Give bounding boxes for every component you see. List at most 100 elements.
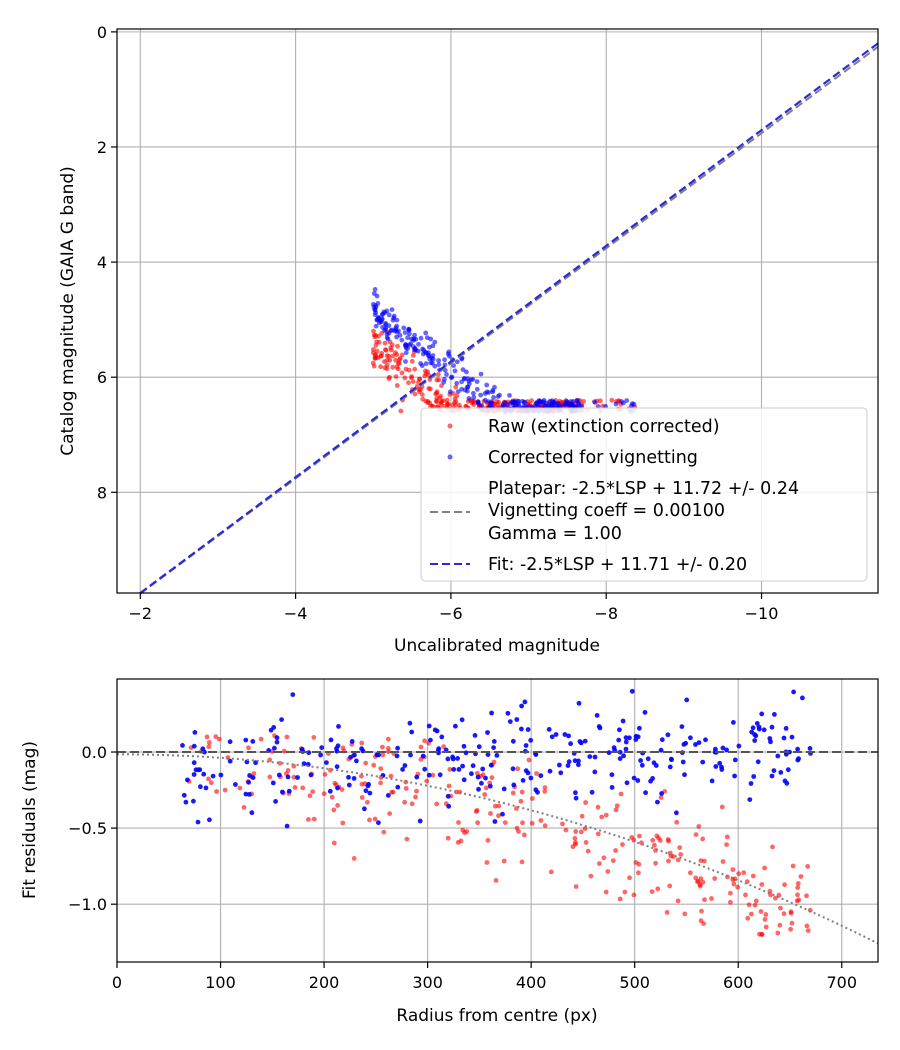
corrected-residual-point: [665, 732, 671, 738]
corrected-residual-point: [414, 774, 420, 780]
corrected-residual-point: [638, 758, 643, 763]
raw-residual-point: [214, 789, 220, 794]
corrected-residual-point: [775, 753, 781, 759]
raw-residual-point: [758, 909, 764, 914]
corrected-point: [407, 331, 412, 337]
raw-residual-point: [804, 893, 809, 899]
corrected-residual-point: [572, 758, 578, 764]
raw-residual-point: [724, 842, 729, 847]
corrected-point: [430, 353, 436, 358]
corrected-residual-point: [731, 720, 736, 725]
raw-point: [371, 363, 377, 369]
corrected-residual-point: [394, 753, 400, 759]
raw-residual-point: [666, 858, 671, 864]
corrected-residual-point: [195, 767, 201, 773]
corrected-residual-point: [549, 734, 555, 740]
corrected-residual-point: [351, 776, 357, 781]
raw-residual-point: [204, 734, 210, 740]
corrected-point: [419, 363, 425, 369]
raw-residual-point: [572, 836, 578, 841]
corrected-residual-point: [461, 743, 467, 749]
raw-point: [371, 347, 376, 352]
corrected-residual-point: [761, 727, 767, 733]
raw-point: [416, 379, 421, 385]
raw-residual-point: [736, 871, 742, 877]
corrected-residual-point: [352, 752, 357, 758]
bottom-chart: 0 100 200 300 400 500 600 700 0.0 −0.5 −1.0 Radius…: [20, 678, 879, 1026]
corrected-residual-point: [445, 793, 451, 799]
corrected-residual-point: [290, 692, 296, 697]
corrected-residual-point: [709, 778, 715, 784]
vignetting-model-curve: [117, 753, 879, 945]
corrected-residual-point: [576, 700, 582, 706]
corrected-residual-point: [402, 763, 408, 768]
raw-residual-point: [359, 795, 365, 800]
raw-residual-point: [519, 789, 525, 795]
raw-residual-point: [749, 911, 754, 917]
raw-residual-point: [548, 869, 554, 875]
corrected-point: [574, 398, 580, 404]
bottom-x-tick-label: 500: [619, 973, 650, 992]
raw-point: [374, 348, 380, 354]
corrected-residual-point: [594, 713, 600, 718]
raw-residual-point: [652, 842, 657, 848]
corrected-residual-point: [645, 756, 651, 762]
corrected-point: [624, 398, 630, 403]
top-y-tick-label: 2: [97, 138, 107, 157]
corrected-point: [462, 375, 467, 381]
raw-residual-point: [588, 873, 594, 879]
raw-residual-point: [712, 876, 718, 881]
raw-point: [529, 398, 534, 403]
corrected-residual-point: [557, 762, 562, 768]
corrected-point: [511, 402, 516, 407]
raw-residual-point: [781, 911, 787, 917]
bottom-y-tick-label: −0.5: [68, 819, 107, 838]
raw-point: [382, 365, 388, 371]
corrected-point: [449, 374, 455, 380]
corrected-residual-point: [318, 752, 323, 758]
raw-point: [383, 347, 388, 353]
corrected-residual-point: [500, 811, 505, 817]
corrected-point: [432, 339, 438, 345]
raw-residual-point: [702, 858, 707, 864]
corrected-residual-point: [609, 772, 615, 778]
corrected-residual-point: [191, 743, 197, 749]
raw-residual-point: [292, 785, 298, 790]
corrected-residual-point: [469, 771, 474, 777]
raw-residual-point: [560, 821, 565, 827]
raw-residual-point: [653, 860, 658, 866]
corrected-residual-point: [566, 759, 572, 765]
raw-point: [387, 374, 392, 380]
raw-residual-point: [413, 794, 418, 800]
corrected-residual-point: [409, 729, 415, 735]
raw-residual-point: [693, 832, 699, 837]
corrected-residual-point: [576, 762, 581, 768]
corrected-point: [543, 403, 548, 409]
corrected-residual-point: [648, 778, 653, 784]
corrected-point: [394, 323, 400, 329]
corrected-residual-point: [268, 727, 274, 733]
corrected-residual-point: [522, 699, 528, 705]
corrected-residual-point: [558, 770, 564, 776]
legend-gamma-label: Gamma = 1.00: [488, 524, 622, 544]
corrected-residual-point: [791, 689, 796, 695]
corrected-residual-point: [483, 775, 488, 781]
corrected-residual-point: [623, 735, 629, 741]
corrected-residual-point: [800, 695, 805, 701]
corrected-residual-point: [769, 724, 775, 730]
corrected-residual-point: [363, 788, 369, 794]
corrected-point: [447, 353, 452, 359]
raw-residual-point: [340, 820, 346, 826]
corrected-residual-point: [680, 759, 686, 765]
raw-residual-point: [752, 902, 758, 908]
raw-residual-point: [665, 837, 671, 842]
raw-residual-point: [206, 740, 212, 745]
corrected-residual-point: [751, 774, 757, 779]
corrected-residual-point: [681, 742, 687, 747]
corrected-residual-point: [796, 756, 801, 761]
corrected-residual-point: [491, 745, 496, 750]
raw-residual-point: [246, 745, 251, 751]
corrected-residual-point: [385, 793, 391, 798]
raw-residual-point: [363, 760, 369, 766]
corrected-point: [613, 401, 619, 407]
